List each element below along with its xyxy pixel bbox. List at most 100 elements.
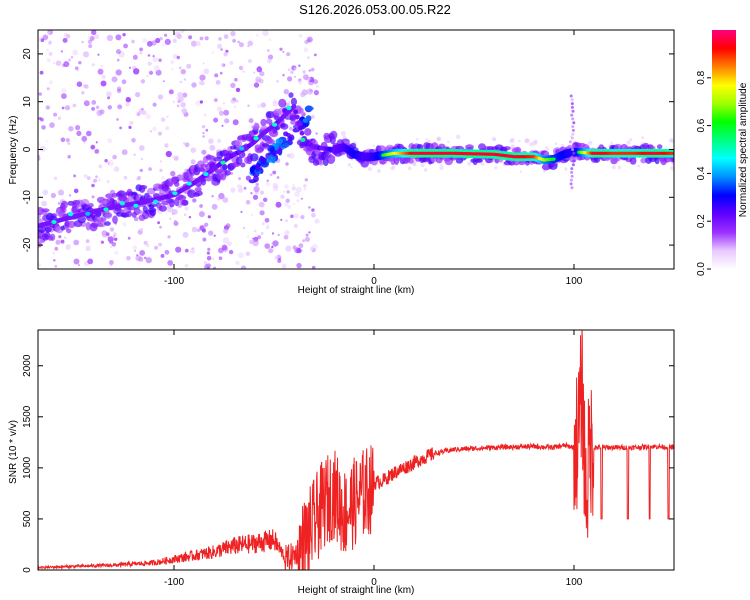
- spectrogram-noise-blob: [117, 104, 123, 110]
- spectrogram-noise-blob: [190, 40, 198, 47]
- spectrogram-noise-blob: [347, 163, 352, 167]
- spectrogram-noise-blob: [301, 89, 308, 96]
- spectrogram-noise-blob: [57, 116, 62, 120]
- spectrogram-noise-blob: [86, 130, 92, 137]
- spectrogram-noise-blob: [283, 190, 285, 193]
- spectrogram-x-ticks: -100 0 100: [164, 30, 583, 287]
- snr-y-ticks: 0 500 1000 1500 2000: [22, 354, 674, 573]
- spectrogram-noise-blob: [211, 257, 215, 261]
- spectrogram-noise-blob: [293, 75, 296, 78]
- snr-x-label: Height of straight line (km): [298, 585, 415, 596]
- spectrogram-noise-blob: [38, 156, 41, 161]
- spectrogram-noise-blob: [261, 222, 265, 226]
- spectrogram-noise-blob: [199, 74, 206, 81]
- spectrogram-noise-blob: [220, 48, 223, 51]
- spectrogram-noise-blob: [184, 206, 189, 211]
- spectrogram-noise-blob: [145, 243, 150, 248]
- spectrogram-noise-blob: [159, 160, 162, 163]
- spectrogram-noise-blob: [208, 230, 214, 236]
- spectrogram-branch-blob: [302, 118, 308, 123]
- spectrogram-noise-blob: [97, 178, 102, 182]
- spectrogram-ridge-halo: [288, 92, 294, 98]
- spectrogram-y-tick-label: 10: [22, 96, 33, 108]
- spectrogram-x-tick-label: 0: [371, 276, 377, 287]
- spectrogram-ridge-nodule: [220, 160, 226, 165]
- spectrogram-noise-blob: [218, 256, 223, 261]
- spectrogram-y-tick-label: 0: [22, 146, 33, 152]
- spectrogram-noise-blob: [52, 251, 56, 255]
- spectrogram-noise-blob: [304, 236, 310, 242]
- spectrogram-noise-blob: [83, 84, 87, 88]
- spectrogram-noise-blob: [271, 245, 274, 249]
- spectrogram-noise-blob: [54, 265, 58, 268]
- spectrogram-noise-blob: [147, 61, 152, 66]
- spectrogram-noise-blob: [217, 43, 222, 49]
- spectrogram-noise-blob: [205, 128, 209, 132]
- spectrogram-noise-blob: [247, 40, 254, 47]
- spectrogram-noise-blob: [53, 112, 58, 117]
- spectrogram-noise-blob: [668, 138, 674, 143]
- spectrogram-noise-blob: [298, 78, 302, 82]
- spectrogram-noise-blob: [123, 175, 128, 180]
- spectrogram-noise-blob: [206, 251, 210, 255]
- spectrogram-noise-blob: [293, 213, 300, 219]
- spectrogram-ridge-halo: [261, 143, 270, 148]
- spectrogram-streak-blob: [571, 109, 575, 113]
- spectrogram-noise-blob: [547, 148, 550, 151]
- spectrogram-noise-blob: [90, 144, 96, 150]
- spectrogram-noise-blob: [202, 62, 205, 65]
- spectrogram-noise-blob: [206, 266, 210, 269]
- spectrogram-noise-blob: [236, 184, 242, 189]
- spectrogram-ridge-halo: [240, 162, 246, 168]
- spectrogram-noise-blob: [179, 80, 183, 84]
- spectrogram-ridge-halo: [407, 157, 414, 164]
- spectrogram-noise-blob: [77, 69, 79, 72]
- spectrogram-noise-blob: [225, 49, 229, 53]
- spectrogram-noise-blob: [296, 262, 302, 269]
- spectrogram-noise-blob: [159, 225, 162, 229]
- spectrogram-noise-blob: [267, 58, 272, 64]
- spectrogram-noise-blob: [61, 93, 67, 99]
- spectrogram-noise-blob: [456, 134, 461, 139]
- spectrogram-noise-blob: [533, 139, 538, 144]
- spectrogram-noise-blob: [290, 214, 294, 219]
- spectrogram-noise-blob: [509, 138, 514, 144]
- spectrogram-noise-blob: [195, 100, 202, 107]
- spectrogram-noise-blob: [173, 219, 177, 223]
- spectrogram-noise-blob: [160, 253, 165, 258]
- spectrogram-noise-blob: [129, 120, 134, 126]
- spectrogram-noise-blob: [115, 69, 122, 76]
- spectrogram-noise-blob: [264, 217, 270, 223]
- spectrogram-noise-blob: [423, 168, 428, 172]
- spectrogram-noise-blob: [140, 79, 146, 84]
- spectrogram-noise-blob: [610, 141, 613, 145]
- spectrogram-ridge-halo: [503, 146, 511, 151]
- spectrogram-noise-blob: [238, 42, 244, 48]
- spectrogram-ridge-halo: [176, 174, 184, 181]
- spectrogram-streak-blob: [570, 167, 574, 171]
- spectrogram-noise-blob: [202, 131, 205, 135]
- spectrogram-noise-blob: [255, 79, 260, 84]
- spectrogram-noise-blob: [184, 142, 190, 148]
- spectrogram-y-label: Frequency (Hz): [8, 116, 19, 185]
- spectrogram-noise-blob: [253, 229, 257, 233]
- spectrogram-noise-blob: [238, 65, 244, 71]
- spectrogram-streak-blob: [570, 170, 574, 174]
- spectrogram-ridge-halo: [296, 107, 304, 114]
- spectrogram-noise-blob: [214, 98, 218, 102]
- spectrogram-noise-blob: [447, 140, 450, 144]
- spectrogram-noise-blob: [313, 79, 318, 85]
- spectrogram-noise-blob: [170, 60, 175, 65]
- spectrogram-noise-blob: [221, 63, 226, 68]
- spectrogram-noise-blob: [65, 34, 71, 39]
- spectrogram-noise-blob: [467, 161, 472, 166]
- spectrogram-noise-blob: [98, 164, 103, 169]
- spectrogram-noise-blob: [42, 189, 49, 196]
- spectrogram-x-tick-label: -100: [164, 276, 184, 287]
- spectrogram-noise-blob: [46, 140, 49, 143]
- spectrogram-noise-blob: [176, 104, 180, 108]
- spectrogram-noise-blob: [288, 152, 295, 159]
- spectrogram-noise-blob: [215, 80, 221, 85]
- colorbar-tick-label: 0.2: [696, 214, 707, 228]
- spectrogram-noise-blob: [249, 239, 254, 245]
